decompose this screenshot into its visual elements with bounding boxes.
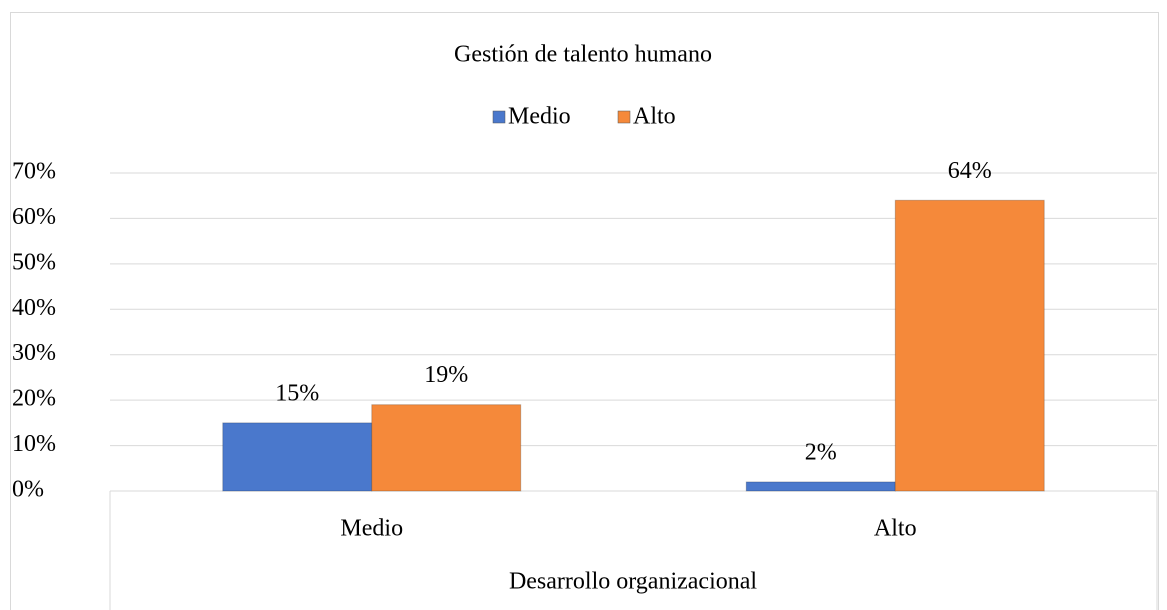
legend-swatch (492, 110, 506, 124)
y-tick-label: 60% (12, 204, 56, 230)
y-tick-label: 50% (12, 249, 56, 275)
bar (745, 481, 896, 492)
y-tick-label: 40% (12, 295, 56, 321)
x-tick-label: Medio (340, 516, 403, 542)
chart-title: Gestión de talento humano (454, 42, 712, 68)
legend-swatch (617, 110, 631, 124)
value-label: 19% (424, 362, 468, 388)
y-tick-label: 70% (12, 159, 56, 185)
x-axis-title: Desarrollo organizacional (509, 569, 757, 595)
y-tick-label: 30% (12, 340, 56, 366)
bar (894, 199, 1045, 492)
value-label: 64% (948, 158, 992, 184)
x-tick-label: Alto (874, 516, 917, 542)
y-tick-label: 20% (12, 386, 56, 412)
legend-label: Medio (508, 104, 571, 130)
y-tick-label: 10% (12, 431, 56, 457)
bar (222, 422, 373, 492)
legend-label: Alto (633, 104, 676, 130)
y-tick-label: 0% (12, 477, 44, 503)
bar (371, 404, 522, 492)
value-label: 2% (805, 439, 837, 465)
value-label: 15% (275, 380, 319, 406)
